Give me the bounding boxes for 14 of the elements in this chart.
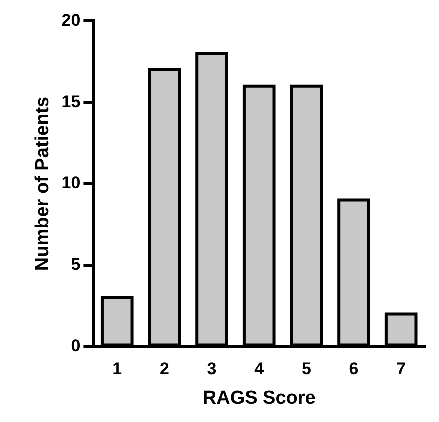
y-tick-label: 10 (62, 174, 81, 193)
y-tick-label: 15 (62, 92, 81, 112)
y-tick-label: 0 (71, 336, 81, 356)
y-tick-label: 5 (71, 255, 81, 274)
x-tick-label: 4 (254, 360, 265, 379)
x-tick-label: 5 (302, 360, 312, 379)
x-tick-label: 2 (160, 360, 170, 379)
x-tick-label: 1 (112, 360, 122, 379)
x-axis-title: RAGS Score (202, 388, 316, 409)
x-tick-label: 7 (396, 360, 406, 379)
y-tick-label: 20 (62, 10, 81, 30)
x-tick-label: 6 (349, 360, 359, 379)
x-tick-label: 3 (207, 360, 217, 379)
y-axis-title: Number of Patients (32, 96, 54, 272)
